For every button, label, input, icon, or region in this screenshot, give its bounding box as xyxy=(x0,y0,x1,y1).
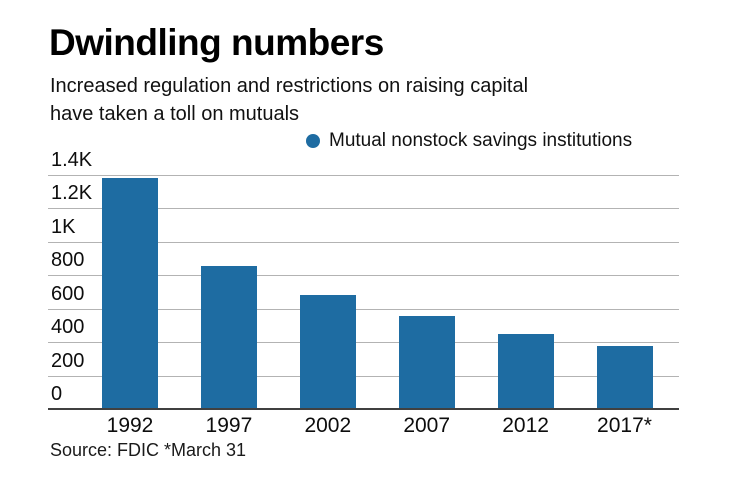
bar-2017* xyxy=(596,346,653,408)
y-axis-tick-label-200: 200 xyxy=(51,349,85,372)
bar-1997 xyxy=(200,265,257,408)
bar-2002 xyxy=(299,295,356,408)
x-axis-category-label-1992: 1992 xyxy=(106,414,154,437)
source-note: Source: FDIC *March 31 xyxy=(50,440,247,460)
chart-subtitle-line-2: have taken a toll on mutuals xyxy=(50,103,300,125)
gridline-400 xyxy=(48,342,679,343)
chart-subtitle: Increased regulation and restrictions on… xyxy=(50,72,528,128)
y-axis-tick-label-1.4K: 1.4K xyxy=(51,148,93,171)
x-axis-category-label-2017*: 2017* xyxy=(597,414,652,437)
chart-title: Dwindling numbers xyxy=(49,22,384,63)
y-axis-tick-label-1K: 1K xyxy=(51,215,76,238)
x-axis-category-label-2007: 2007 xyxy=(403,414,451,437)
y-axis-tick-label-1.2K: 1.2K xyxy=(51,182,93,204)
bar-2007 xyxy=(398,316,455,408)
bar-2012 xyxy=(497,333,554,408)
x-axis-category-label-2012: 2012 xyxy=(502,414,549,437)
legend-circle-icon xyxy=(306,134,320,148)
x-axis-line xyxy=(48,408,679,410)
y-axis-tick-label-0: 0 xyxy=(51,383,63,405)
gridline-1.4K xyxy=(48,174,679,176)
gridline-200 xyxy=(48,375,679,377)
gridline-800 xyxy=(48,275,679,276)
gridline-600 xyxy=(48,308,679,310)
x-axis-category-label-2002: 2002 xyxy=(304,414,352,437)
bar-1992 xyxy=(102,177,158,408)
x-axis-category-label-1997: 1997 xyxy=(205,414,253,437)
chart-subtitle-line-1: Increased regulation and restrictions on… xyxy=(50,75,529,97)
legend: Mutual nonstock savings institutions xyxy=(306,130,633,151)
gridline-1K xyxy=(48,241,679,243)
legend-label: Mutual nonstock savings institutions xyxy=(329,130,633,151)
y-axis-tick-label-400: 400 xyxy=(51,316,85,338)
y-axis-tick-label-600: 600 xyxy=(51,282,85,305)
y-axis-tick-label-800: 800 xyxy=(51,249,85,271)
gridline-1.2K xyxy=(48,208,679,209)
